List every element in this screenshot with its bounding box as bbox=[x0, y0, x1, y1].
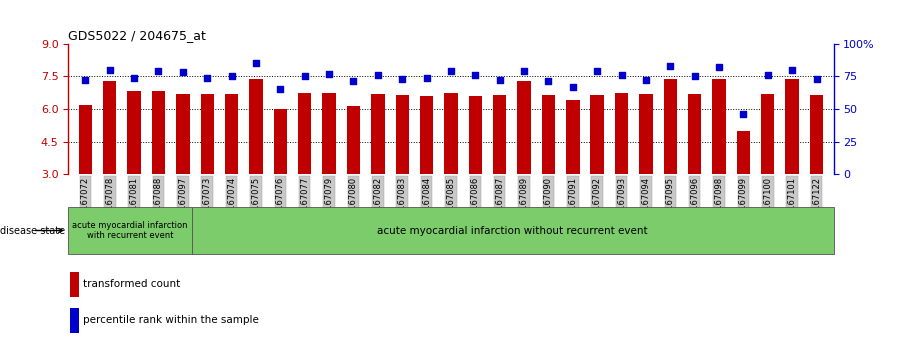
Bar bbox=[590, 95, 604, 174]
Point bbox=[566, 84, 580, 90]
Bar bbox=[200, 94, 214, 174]
Point bbox=[419, 75, 434, 81]
Point bbox=[200, 75, 214, 81]
Bar bbox=[70, 308, 79, 333]
Bar bbox=[152, 91, 165, 174]
Bar bbox=[395, 95, 409, 174]
Point bbox=[151, 68, 166, 74]
Bar bbox=[517, 81, 531, 174]
Point bbox=[541, 78, 556, 84]
Text: transformed count: transformed count bbox=[83, 279, 180, 289]
Point bbox=[590, 68, 605, 74]
Point bbox=[736, 111, 751, 117]
Point bbox=[468, 72, 483, 78]
Bar bbox=[103, 81, 117, 174]
Bar bbox=[493, 95, 507, 174]
Text: GDS5022 / 204675_at: GDS5022 / 204675_at bbox=[68, 29, 206, 42]
Bar bbox=[68, 207, 191, 254]
Bar bbox=[663, 79, 677, 174]
Bar bbox=[273, 109, 287, 174]
Point bbox=[809, 76, 824, 82]
Point bbox=[688, 73, 702, 79]
Bar bbox=[128, 91, 141, 174]
Bar bbox=[78, 105, 92, 174]
Point bbox=[176, 69, 190, 75]
Point bbox=[663, 63, 678, 69]
Point bbox=[639, 77, 653, 83]
Bar bbox=[640, 94, 652, 174]
Bar bbox=[445, 93, 457, 174]
Point bbox=[127, 75, 141, 81]
Point bbox=[249, 60, 263, 66]
Point bbox=[444, 68, 458, 74]
Bar bbox=[566, 100, 579, 174]
Point bbox=[346, 78, 361, 84]
Point bbox=[224, 73, 239, 79]
Bar bbox=[810, 95, 824, 174]
Bar bbox=[785, 79, 799, 174]
Point bbox=[614, 72, 629, 78]
Point bbox=[297, 73, 312, 79]
Point bbox=[102, 67, 117, 73]
Point bbox=[711, 64, 726, 70]
Bar bbox=[542, 95, 555, 174]
Bar bbox=[298, 93, 312, 174]
Bar bbox=[688, 94, 701, 174]
Text: disease state: disease state bbox=[0, 225, 65, 236]
Bar bbox=[712, 79, 726, 174]
Bar bbox=[420, 96, 434, 174]
Point bbox=[785, 67, 800, 73]
Bar bbox=[70, 272, 79, 297]
Text: acute myocardial infarction
with recurrent event: acute myocardial infarction with recurre… bbox=[72, 221, 188, 240]
Bar bbox=[191, 207, 834, 254]
Bar bbox=[225, 94, 239, 174]
Bar bbox=[468, 96, 482, 174]
Point bbox=[78, 77, 93, 83]
Bar bbox=[347, 106, 360, 174]
Point bbox=[493, 77, 507, 83]
Text: acute myocardial infarction without recurrent event: acute myocardial infarction without recu… bbox=[377, 225, 648, 236]
Bar bbox=[761, 94, 774, 174]
Bar bbox=[737, 131, 750, 174]
Point bbox=[394, 76, 409, 82]
Bar bbox=[615, 93, 629, 174]
Point bbox=[322, 71, 336, 77]
Bar bbox=[176, 94, 189, 174]
Text: percentile rank within the sample: percentile rank within the sample bbox=[83, 315, 259, 325]
Bar bbox=[322, 93, 336, 174]
Point bbox=[517, 68, 531, 74]
Point bbox=[273, 86, 288, 92]
Point bbox=[371, 72, 385, 78]
Bar bbox=[371, 94, 384, 174]
Bar bbox=[250, 79, 262, 174]
Point bbox=[761, 72, 775, 78]
